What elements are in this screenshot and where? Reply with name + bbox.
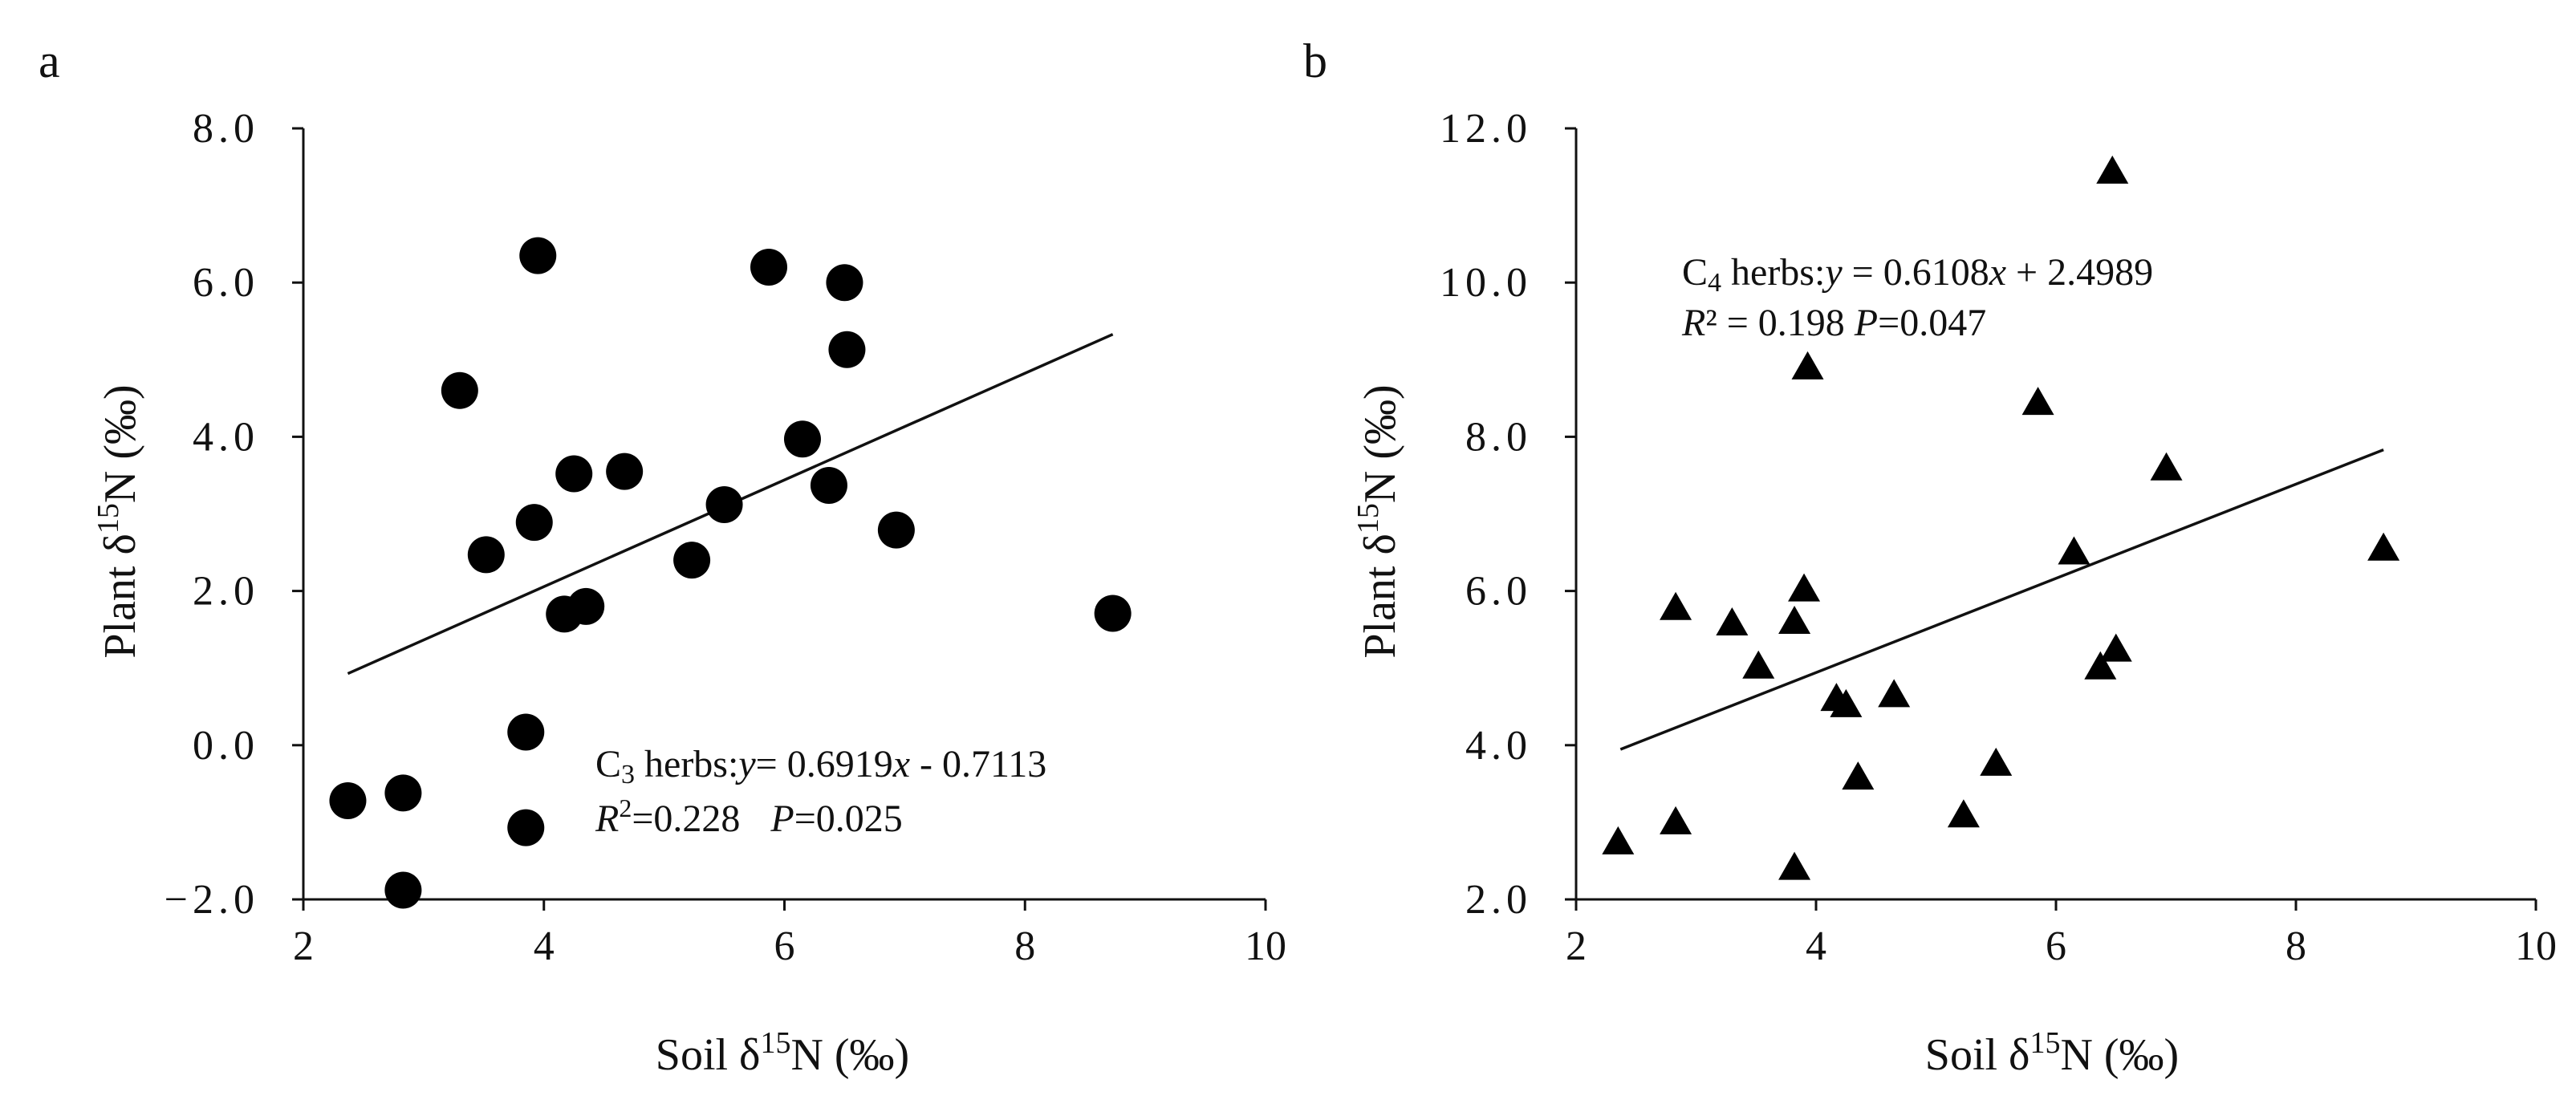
x-tick-label: 10 [1245,923,1286,969]
data-point [705,485,743,523]
panel-a-equation-line: C3 herbs:y= 0.6919x - 0.7113 [595,743,1046,789]
x-tick-label: 4 [1806,923,1826,969]
data-point [2150,452,2183,481]
data-point [2367,532,2400,561]
data-point [1842,761,1875,790]
data-point [1878,679,1911,708]
data-point [2096,155,2129,184]
svg-text:Plant δ15N (‰): Plant δ15N (‰) [1351,384,1405,658]
x-tick-label: 2 [1566,923,1587,969]
panel-b-ticks: 2 4 6 8 10 2.0 4.0 6.0 8.0 10.0 12.0 [1440,106,2557,969]
data-point [1716,607,1749,635]
y-tick-label: 6.0 [1465,569,1532,615]
panel-a-stats-line: R2=0.228 P=0.025 [595,793,903,840]
data-point [384,871,422,909]
panel-a-x-axis-title: Soil δ15N (‰) [656,1026,909,1080]
panel-a-chart: a Plant δ15N (‰) Soil δ15N (‰) 2 4 6 8 10 −2.… [39,34,1286,1080]
x-tick-label: 6 [2046,923,2066,969]
panel-b-letter: b [1303,34,1327,87]
y-tick-label: 4.0 [193,414,259,460]
panel-b-x-axis-title: Soil δ15N (‰) [1925,1026,2179,1080]
panel-b-equation: C4 herbs:y = 0.6108x + 2.4989 R² = 0.198… [1681,251,2153,344]
data-point [828,331,866,368]
data-point [1947,799,1980,828]
trendline [1619,448,2384,751]
data-point [1602,826,1635,854]
x-tick-label: 2 [293,923,314,969]
data-point [519,237,557,274]
panel-a-y-axis-title: Plant δ15N (‰) [91,384,145,658]
data-point [2099,633,2132,662]
data-point [877,511,915,549]
data-point [555,455,593,493]
data-point [507,809,545,846]
data-point [515,504,553,542]
data-point [1778,851,1811,880]
data-point [1742,650,1775,679]
data-point [2021,387,2054,416]
panel-a-ticks: 2 4 6 8 10 −2.0 0.0 2.0 4.0 6.0 8.0 [165,106,1286,969]
y-tick-label: 8.0 [1465,414,1532,460]
svg-text:Plant δ15N (‰): Plant δ15N (‰) [91,384,145,658]
y-tick-label: 4.0 [1465,723,1532,769]
panel-a-equation: C3 herbs:y= 0.6919x - 0.7113 R2=0.228 P=0… [595,743,1046,840]
x-tick-label: 8 [2285,923,2306,969]
data-point [1660,591,1692,620]
x-tick-label: 8 [1014,923,1035,969]
y-tick-label: 0.0 [193,723,259,769]
data-point [673,542,711,579]
data-point [606,453,644,490]
data-point [467,536,505,574]
panel-b-points [1602,155,2400,880]
data-point [1778,606,1811,635]
data-point [810,466,847,504]
y-tick-label: 2.0 [193,569,259,615]
panel-b-chart: b Plant δ15N (‰) Soil δ15N (‰) 2 4 6 8 10 2.0… [1303,34,2557,1080]
data-point [2084,651,2117,680]
y-tick-label: 12.0 [1440,106,1532,152]
data-point [783,420,821,458]
data-point [1791,351,1824,379]
data-point [2058,536,2090,565]
data-point [1788,573,1821,602]
data-point [1094,595,1132,632]
data-point [329,781,367,819]
y-tick-label: 8.0 [193,106,259,152]
panel-b-equation-line: C4 herbs:y = 0.6108x + 2.4989 [1682,251,2153,298]
x-tick-label: 10 [2515,923,2557,969]
data-point [1980,747,2013,776]
y-tick-label: 10.0 [1440,260,1532,306]
data-point [567,587,605,625]
y-tick-label: −2.0 [165,877,259,923]
data-point [826,264,863,302]
data-point [750,248,788,286]
data-point [1660,806,1692,834]
panel-b-trendline-group [1619,448,2384,751]
panel-b-y-axis-title: Plant δ15N (‰) [1351,384,1405,658]
panel-b-axes [1574,128,2536,901]
panel-b-stats-line: R² = 0.198 P=0.047 [1681,302,1986,344]
data-point [441,371,478,409]
y-tick-label: 6.0 [193,260,259,306]
data-point [507,713,545,751]
panel-a-points [329,237,1132,909]
x-tick-label: 6 [774,923,795,969]
panel-a-letter: a [39,34,60,87]
x-tick-label: 4 [534,923,555,969]
data-point [1830,688,1863,717]
y-tick-label: 2.0 [1465,877,1532,923]
data-point [384,774,422,812]
